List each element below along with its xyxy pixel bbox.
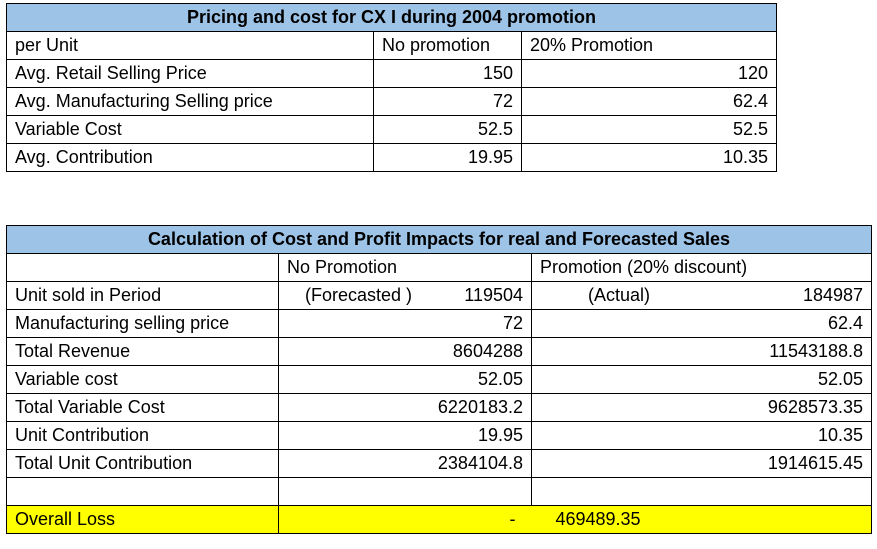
table-row: Manufacturing selling price 72 62.4 [6,309,873,338]
table-title-row: Calculation of Cost and Profit Impacts f… [5,225,873,254]
col-header-no-promotion: No Promotion [278,253,532,282]
row-label: Unit Contribution [6,421,279,450]
no-promo-value: 119504 [464,285,523,305]
overall-loss-sign: - [509,509,516,529]
promo-value: 10.35 [530,421,873,450]
table-row: Avg. Contribution 19.95 10.35 [6,143,777,172]
row-label: Avg. Contribution [6,143,374,172]
overall-loss-cell: - 469489.35 [277,505,873,534]
no-promo-value: 2384104.8 [278,449,532,478]
table-row: Total Variable Cost 6220183.2 9628573.35 [6,393,873,422]
no-promo-value: 6220183.2 [278,393,532,422]
promo-value: 62.4 [521,87,777,116]
promo-value: 11543188.8 [530,337,873,366]
table-row: Total Revenue 8604288 11543188.8 [6,337,873,366]
col-header-per-unit: per Unit [6,31,374,60]
row-label: Variable Cost [6,115,374,144]
table-row: Avg. Manufacturing Selling price 72 62.4 [6,87,777,116]
row-label: Total Unit Contribution [6,449,279,478]
pricing-table-title: Pricing and cost for CX I during 2004 pr… [6,3,777,32]
table-row: Unit Contribution 19.95 10.35 [6,421,873,450]
empty-row [6,477,873,506]
empty-cell [6,477,279,506]
col-header-promotion-discount: Promotion (20% discount) [530,253,873,282]
actual-tag: (Actual) [588,285,651,305]
table-header-row: per Unit No promotion 20% Promotion [6,31,777,60]
table-row: Variable Cost 52.5 52.5 [6,115,777,144]
overall-loss-label: Overall Loss [6,505,279,534]
no-promo-value: 72 [278,309,532,338]
no-promo-value: 72 [373,87,522,116]
row-label: Avg. Manufacturing Selling price [6,87,374,116]
promo-value: 52.5 [521,115,777,144]
overall-loss-row: Overall Loss - 469489.35 [6,505,873,534]
promo-value: 9628573.35 [530,393,873,422]
cost-profit-impact-table: Calculation of Cost and Profit Impacts f… [5,225,873,534]
no-promo-value: 52.05 [278,365,532,394]
promo-value: 184987 [802,285,864,305]
promo-value: 52.05 [530,365,873,394]
col-header-promotion: 20% Promotion [521,31,777,60]
promo-value: 120 [521,59,777,88]
empty-cell [530,477,873,506]
col-header-blank [6,253,279,282]
row-label: Unit sold in Period [6,281,279,310]
row-label: Total Variable Cost [6,393,279,422]
empty-cell [278,477,532,506]
promo-cell: (Actual) 184987 [530,281,873,310]
no-promo-value: 19.95 [373,143,522,172]
table-row: Avg. Retail Selling Price 150 120 [6,59,777,88]
table-header-row: No Promotion Promotion (20% discount) [6,253,873,282]
promo-value: 10.35 [521,143,777,172]
table-row: Unit sold in Period (Forecasted ) 119504… [6,281,873,310]
row-label: Variable cost [6,365,279,394]
row-label: Manufacturing selling price [6,309,279,338]
forecasted-tag: (Forecasted ) [305,285,413,305]
table-row: Variable cost 52.05 52.05 [6,365,873,394]
no-promo-value: 52.5 [373,115,522,144]
impact-table-title: Calculation of Cost and Profit Impacts f… [5,225,873,254]
no-promo-cell: (Forecasted ) 119504 [278,281,532,310]
row-label: Avg. Retail Selling Price [6,59,374,88]
promo-value: 1914615.45 [530,449,873,478]
promo-value: 62.4 [530,309,873,338]
no-promo-value: 19.95 [278,421,532,450]
pricing-cost-table: Pricing and cost for CX I during 2004 pr… [6,3,777,172]
table-row: Total Unit Contribution 2384104.8 191461… [6,449,873,478]
overall-loss-value: 469489.35 [555,509,641,529]
no-promo-value: 150 [373,59,522,88]
no-promo-value: 8604288 [278,337,532,366]
row-label: Total Revenue [6,337,279,366]
col-header-no-promotion: No promotion [373,31,522,60]
table-title-row: Pricing and cost for CX I during 2004 pr… [6,3,777,32]
